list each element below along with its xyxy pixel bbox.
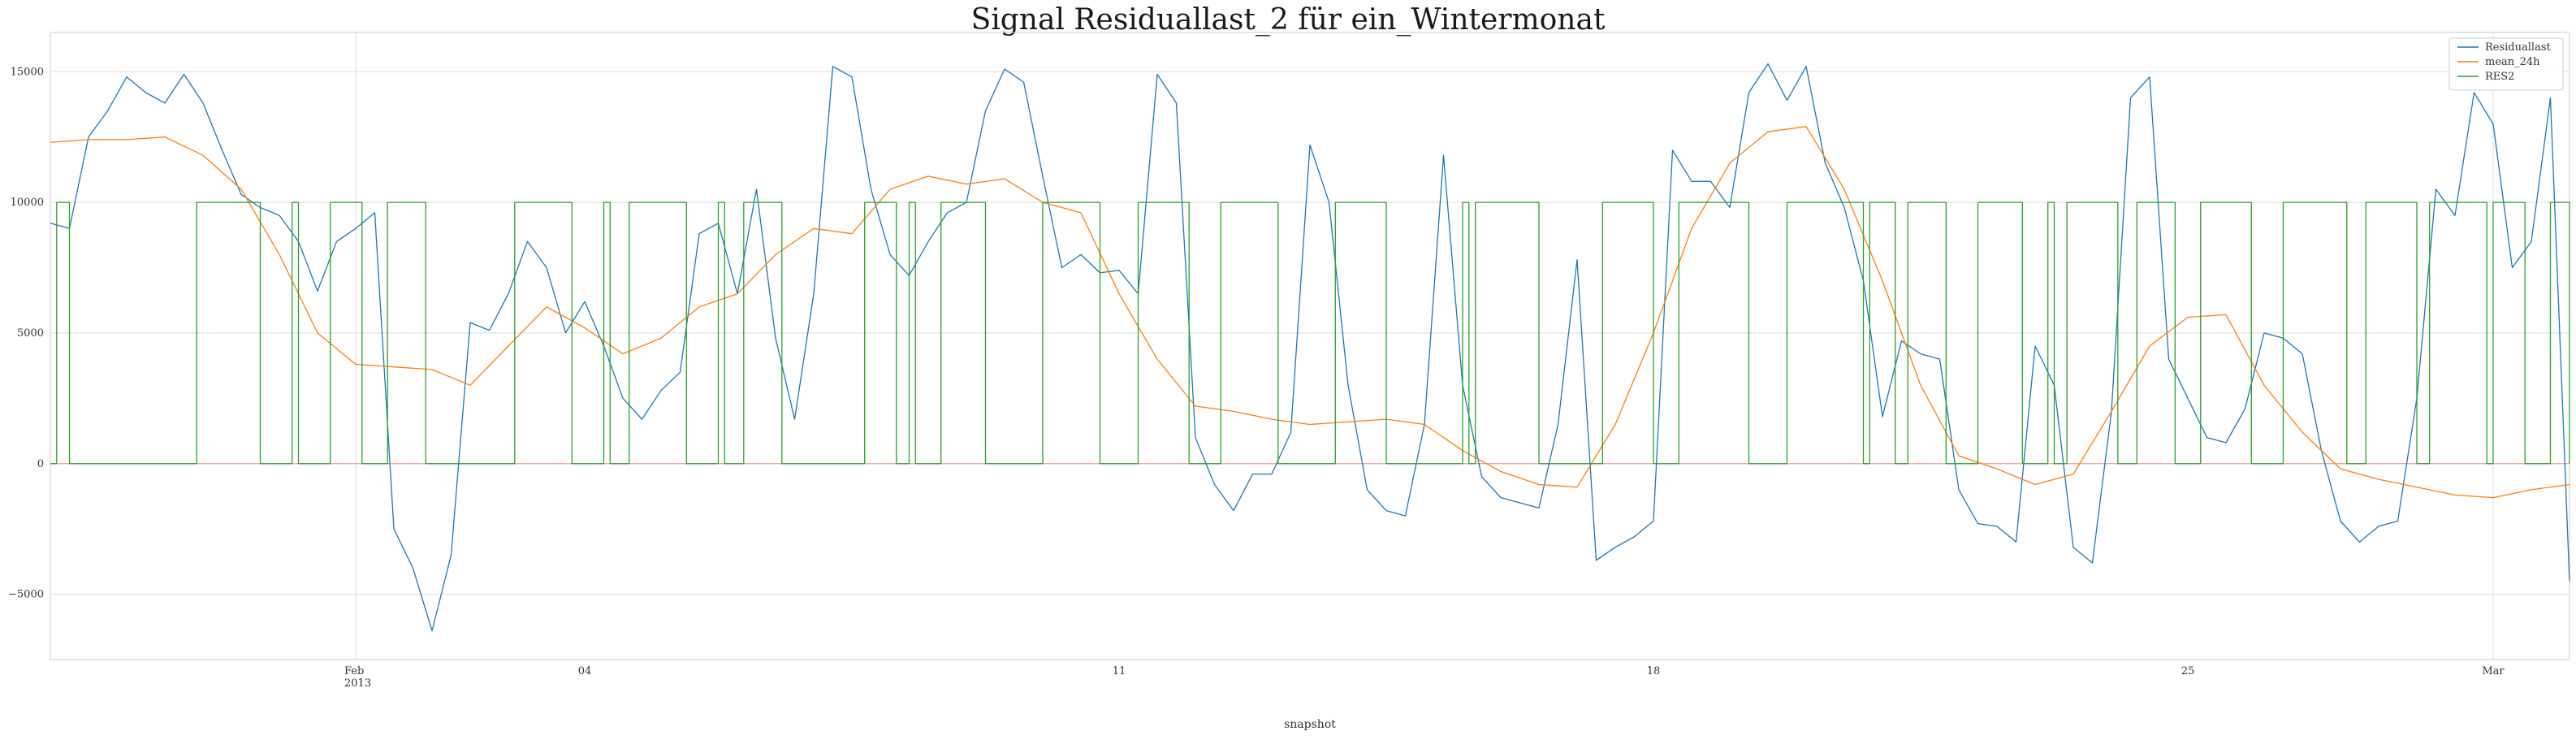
x-axis-label: snapshot <box>1284 718 1336 731</box>
x-tick-sublabel: 2013 <box>344 677 371 690</box>
chart-title: Signal Residuallast_2 für ein_Wintermona… <box>971 3 1606 37</box>
x-tick-label: 11 <box>1113 665 1126 677</box>
x-tick-label: 18 <box>1647 665 1661 677</box>
y-tick-label: 10000 <box>11 197 44 209</box>
legend-label: mean_24h <box>2485 56 2540 68</box>
y-tick-label: 0 <box>37 458 44 470</box>
series-line-mean-24h <box>50 126 2570 499</box>
x-tick-label: 25 <box>2181 665 2195 677</box>
legend-box <box>2448 37 2564 91</box>
legend: Residuallast mean_24h RES2 <box>2448 37 2564 91</box>
y-tick-label: 15000 <box>11 66 44 78</box>
legend-label: RES2 <box>2485 71 2514 83</box>
y-tick-label: 5000 <box>17 327 44 340</box>
legend-label: Residuallast <box>2485 41 2551 54</box>
series-lines <box>50 63 2570 632</box>
y-tick-label: −5000 <box>8 589 44 601</box>
series-line-res2 <box>50 201 2570 465</box>
y-axis-ticks: −5000 0 5000 10000 15000 <box>8 66 44 600</box>
x-tick-label: 04 <box>578 665 592 677</box>
x-tick-label: Feb <box>344 665 364 677</box>
x-tick-label: Mar <box>2482 665 2505 677</box>
series-line-residuallast <box>50 63 2570 632</box>
